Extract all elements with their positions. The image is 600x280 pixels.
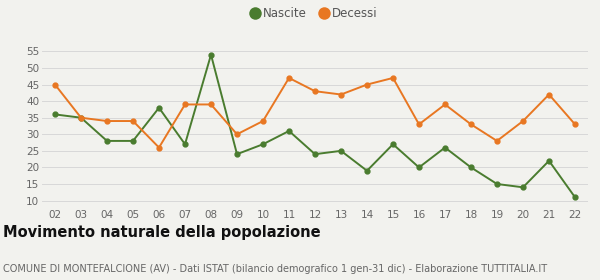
Text: Movimento naturale della popolazione: Movimento naturale della popolazione — [3, 225, 320, 240]
Text: COMUNE DI MONTEFALCIONE (AV) - Dati ISTAT (bilancio demografico 1 gen-31 dic) - : COMUNE DI MONTEFALCIONE (AV) - Dati ISTA… — [3, 263, 547, 274]
Legend: Nascite, Decessi: Nascite, Decessi — [248, 2, 382, 24]
